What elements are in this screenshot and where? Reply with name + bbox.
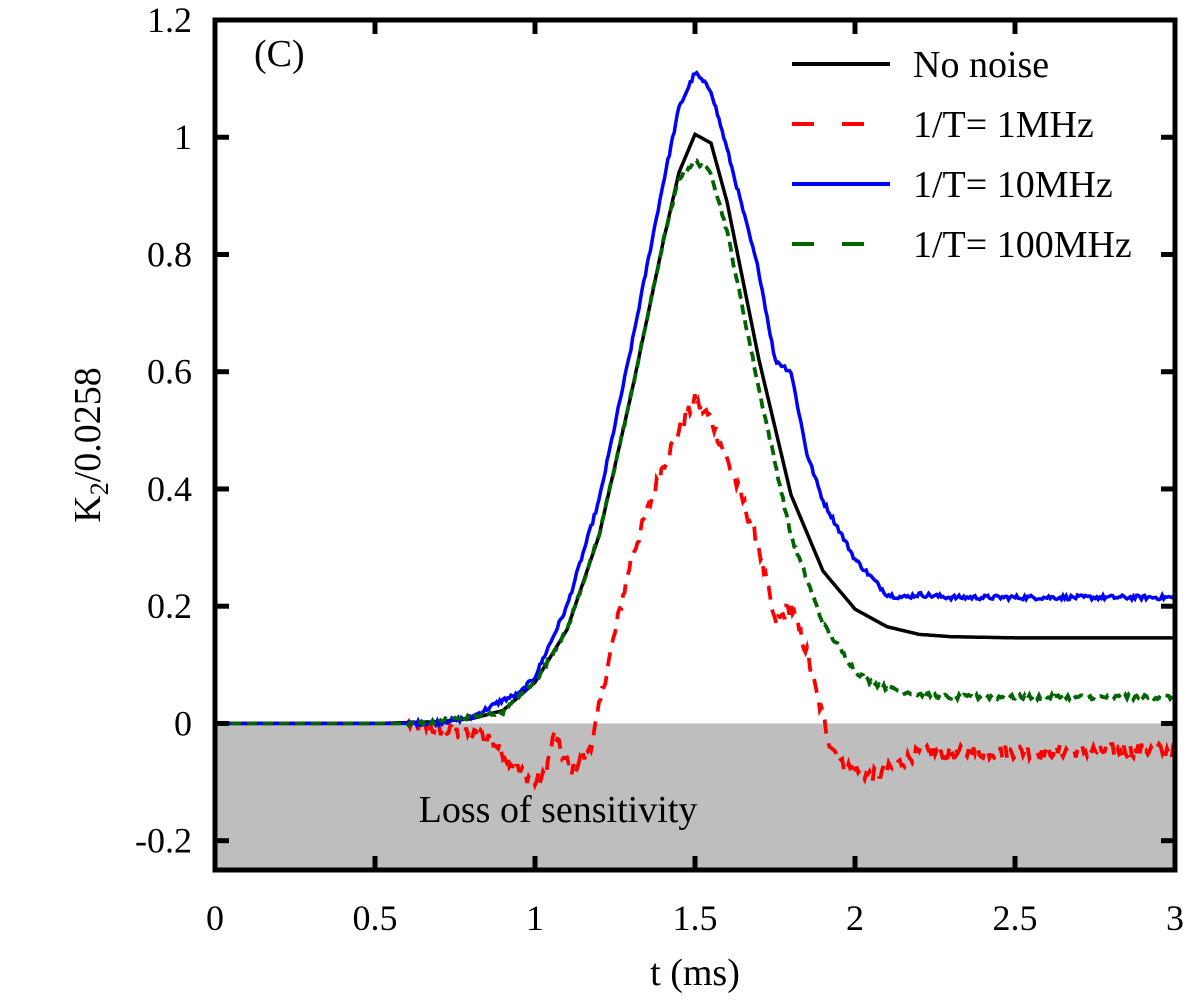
y-axis-title: K2/0.0258 xyxy=(67,367,114,523)
y-tick-label: 0.4 xyxy=(147,469,192,509)
series-line-0 xyxy=(215,131,1175,726)
loss-of-sensitivity-region xyxy=(215,723,1175,870)
x-tick-label: 2 xyxy=(846,898,864,938)
y-tick-label: 1 xyxy=(174,117,192,157)
y-tick-label: 0 xyxy=(174,703,192,743)
x-tick-label: 1.5 xyxy=(673,898,718,938)
series-line-3 xyxy=(215,158,1177,729)
legend-label: 1/T= 1MHz xyxy=(913,104,1094,146)
y-tick-label: 0.6 xyxy=(147,352,192,392)
x-tick-label: 0 xyxy=(206,898,224,938)
legend-label: 1/T= 10MHz xyxy=(913,164,1113,206)
loss-of-sensitivity-label: Loss of sensitivity xyxy=(419,789,698,831)
x-axis-title: t (ms) xyxy=(650,952,740,994)
tick-layer: 0 0.5 1 1.5 2 2.5 3 -0.2 0 0.2 0.4 0.6 0.8 1 1.2 xyxy=(135,0,1184,938)
series-line-1 xyxy=(215,393,1177,791)
y-axis-title-main: K xyxy=(67,495,109,523)
x-tick-label: 1 xyxy=(526,898,544,938)
y-tick-label: 1.2 xyxy=(147,0,192,40)
y-tick-label: 0.8 xyxy=(147,234,192,274)
y-tick-label: -0.2 xyxy=(135,821,192,861)
x-tick-label: 2.5 xyxy=(993,898,1038,938)
series-layer xyxy=(215,70,1177,791)
y-axis-title-rest: /0.0258 xyxy=(67,367,109,482)
panel-label: (C) xyxy=(254,33,305,75)
x-tick-label: 0.5 xyxy=(353,898,398,938)
y-tick-label: 0.2 xyxy=(147,586,192,626)
legend-label: No noise xyxy=(913,44,1049,86)
legend: No noise 1/T= 1MHz 1/T= 10MHz 1/T= 100MHz xyxy=(792,44,1132,266)
y-axis-title-subscript: 2 xyxy=(85,482,114,495)
legend-label: 1/T= 100MHz xyxy=(913,224,1132,266)
x-tick-label: 3 xyxy=(1166,898,1184,938)
